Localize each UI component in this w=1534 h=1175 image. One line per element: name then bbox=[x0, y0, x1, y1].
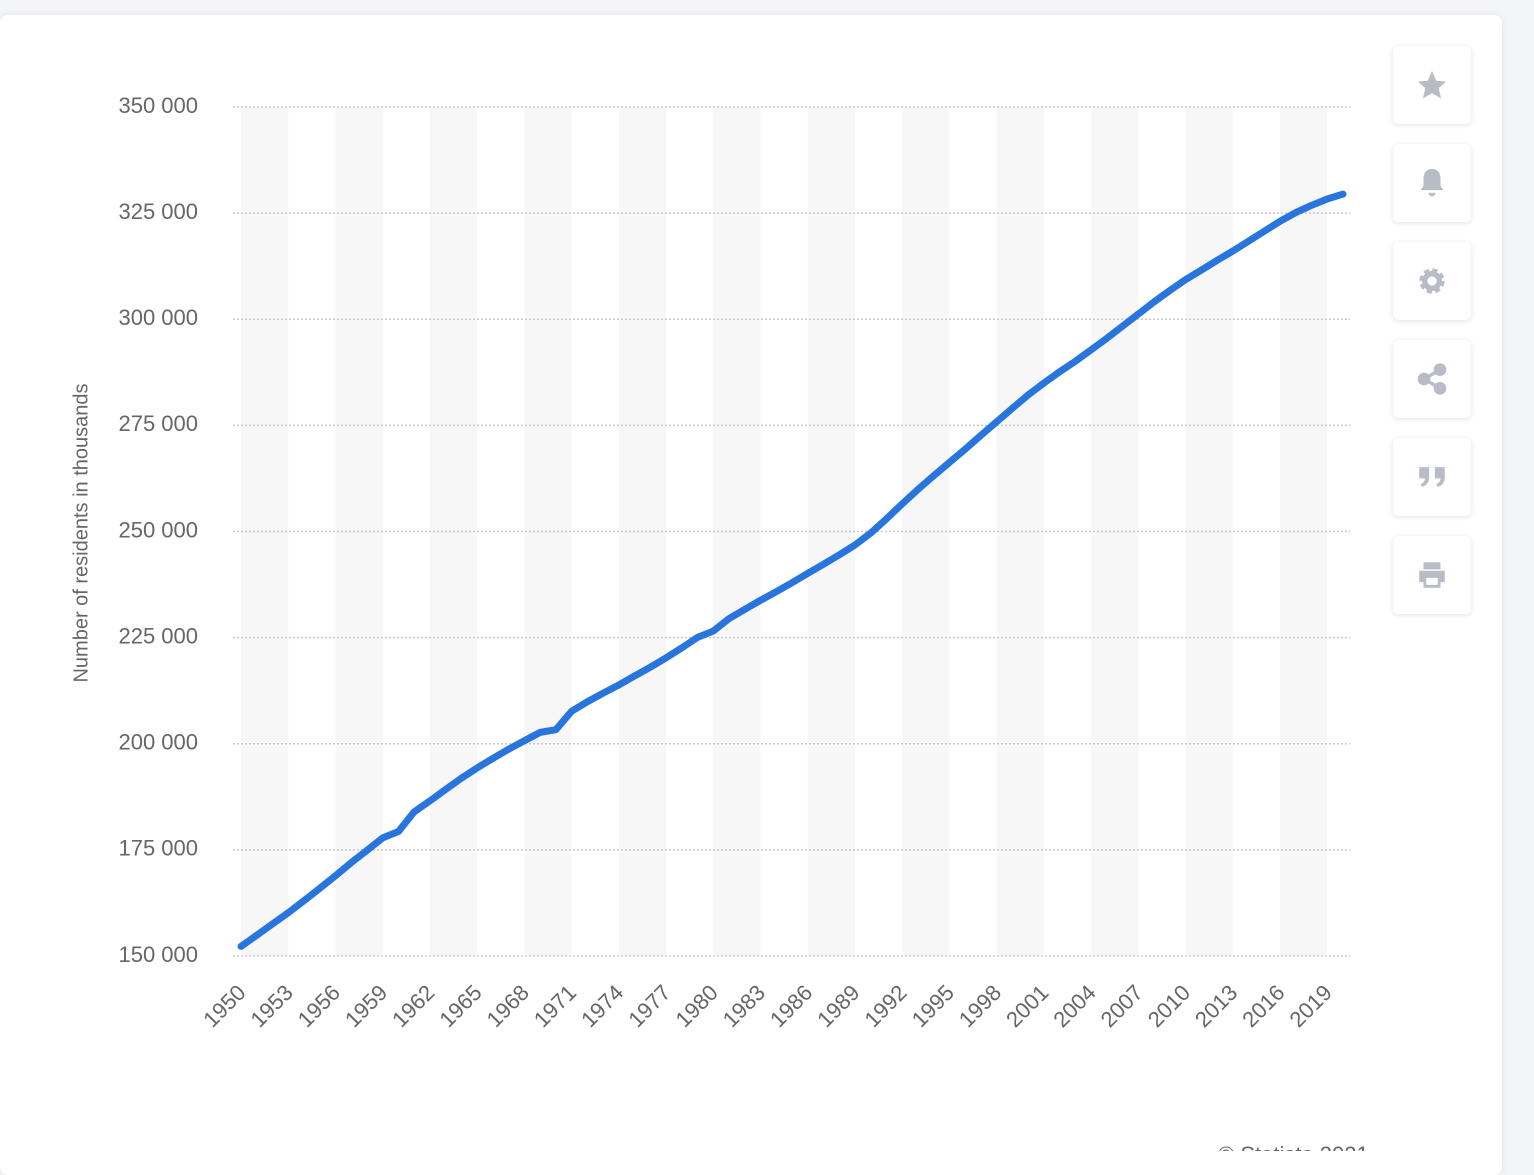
y-tick-label: 175 000 bbox=[118, 836, 198, 861]
y-tick-label: 225 000 bbox=[118, 623, 198, 648]
share-icon bbox=[1417, 363, 1447, 395]
x-tick-label: 1965 bbox=[434, 980, 486, 1032]
x-tick-label: 1974 bbox=[576, 980, 628, 1032]
y-tick-label: 350 000 bbox=[118, 93, 198, 118]
y-tick-label: 325 000 bbox=[118, 199, 198, 224]
x-tick-label: 1959 bbox=[340, 980, 392, 1032]
y-tick-label: 250 000 bbox=[118, 517, 198, 542]
source-credit: © Statista 2021 bbox=[1218, 1142, 1369, 1151]
x-tick-label: 1983 bbox=[718, 980, 770, 1032]
gear-icon bbox=[1419, 268, 1445, 294]
print-button[interactable] bbox=[1393, 536, 1471, 614]
x-tick-label: 2016 bbox=[1237, 980, 1289, 1032]
data-line bbox=[237, 190, 1347, 950]
bell-icon bbox=[1420, 168, 1444, 197]
y-tick-label: 275 000 bbox=[118, 411, 198, 436]
x-tick-label: 1950 bbox=[198, 980, 250, 1032]
x-tick-label: 2001 bbox=[1001, 980, 1053, 1032]
x-tick-label: 1998 bbox=[954, 980, 1006, 1032]
x-tick-label: 1962 bbox=[387, 980, 439, 1032]
x-tick-label: 1968 bbox=[482, 980, 534, 1032]
x-tick-label: 1956 bbox=[293, 980, 345, 1032]
x-tick-label: 2013 bbox=[1190, 980, 1242, 1032]
x-tick-label: 1977 bbox=[623, 980, 675, 1032]
x-tick-label: 1992 bbox=[859, 980, 911, 1032]
share-button[interactable] bbox=[1393, 340, 1471, 418]
notification-button[interactable] bbox=[1393, 144, 1471, 222]
cite-button[interactable] bbox=[1393, 438, 1471, 516]
x-tick-label: 1953 bbox=[245, 980, 297, 1032]
x-tick-label: 1995 bbox=[907, 980, 959, 1032]
plot-band bbox=[807, 107, 855, 956]
x-tick-label: 2010 bbox=[1143, 980, 1195, 1032]
plot-band bbox=[996, 107, 1044, 956]
star-icon bbox=[1417, 70, 1447, 99]
x-tick-label: 1971 bbox=[529, 980, 581, 1032]
favorite-button[interactable] bbox=[1393, 46, 1471, 124]
settings-button[interactable] bbox=[1393, 242, 1471, 320]
x-tick-label: 2019 bbox=[1285, 980, 1337, 1032]
y-tick-label: 150 000 bbox=[118, 942, 198, 967]
x-tick-label: 2004 bbox=[1048, 980, 1100, 1032]
page: Number of residents in thousands © Stati… bbox=[0, 15, 1502, 1175]
y-tick-label: 200 000 bbox=[118, 730, 198, 755]
print-icon bbox=[1419, 562, 1445, 588]
x-tick-label: 1980 bbox=[671, 980, 723, 1032]
plot-band bbox=[1280, 107, 1328, 956]
y-tick-label: 300 000 bbox=[118, 305, 198, 330]
x-tick-label: 1986 bbox=[765, 980, 817, 1032]
quote-icon bbox=[1419, 467, 1445, 487]
plot-band bbox=[524, 107, 572, 956]
chart: Number of residents in thousands © Stati… bbox=[70, 93, 1369, 1151]
x-tick-label: 2007 bbox=[1096, 980, 1148, 1032]
plot-band bbox=[241, 107, 289, 956]
x-tick-label: 1989 bbox=[812, 980, 864, 1032]
y-axis-title: Number of residents in thousands bbox=[70, 383, 92, 682]
